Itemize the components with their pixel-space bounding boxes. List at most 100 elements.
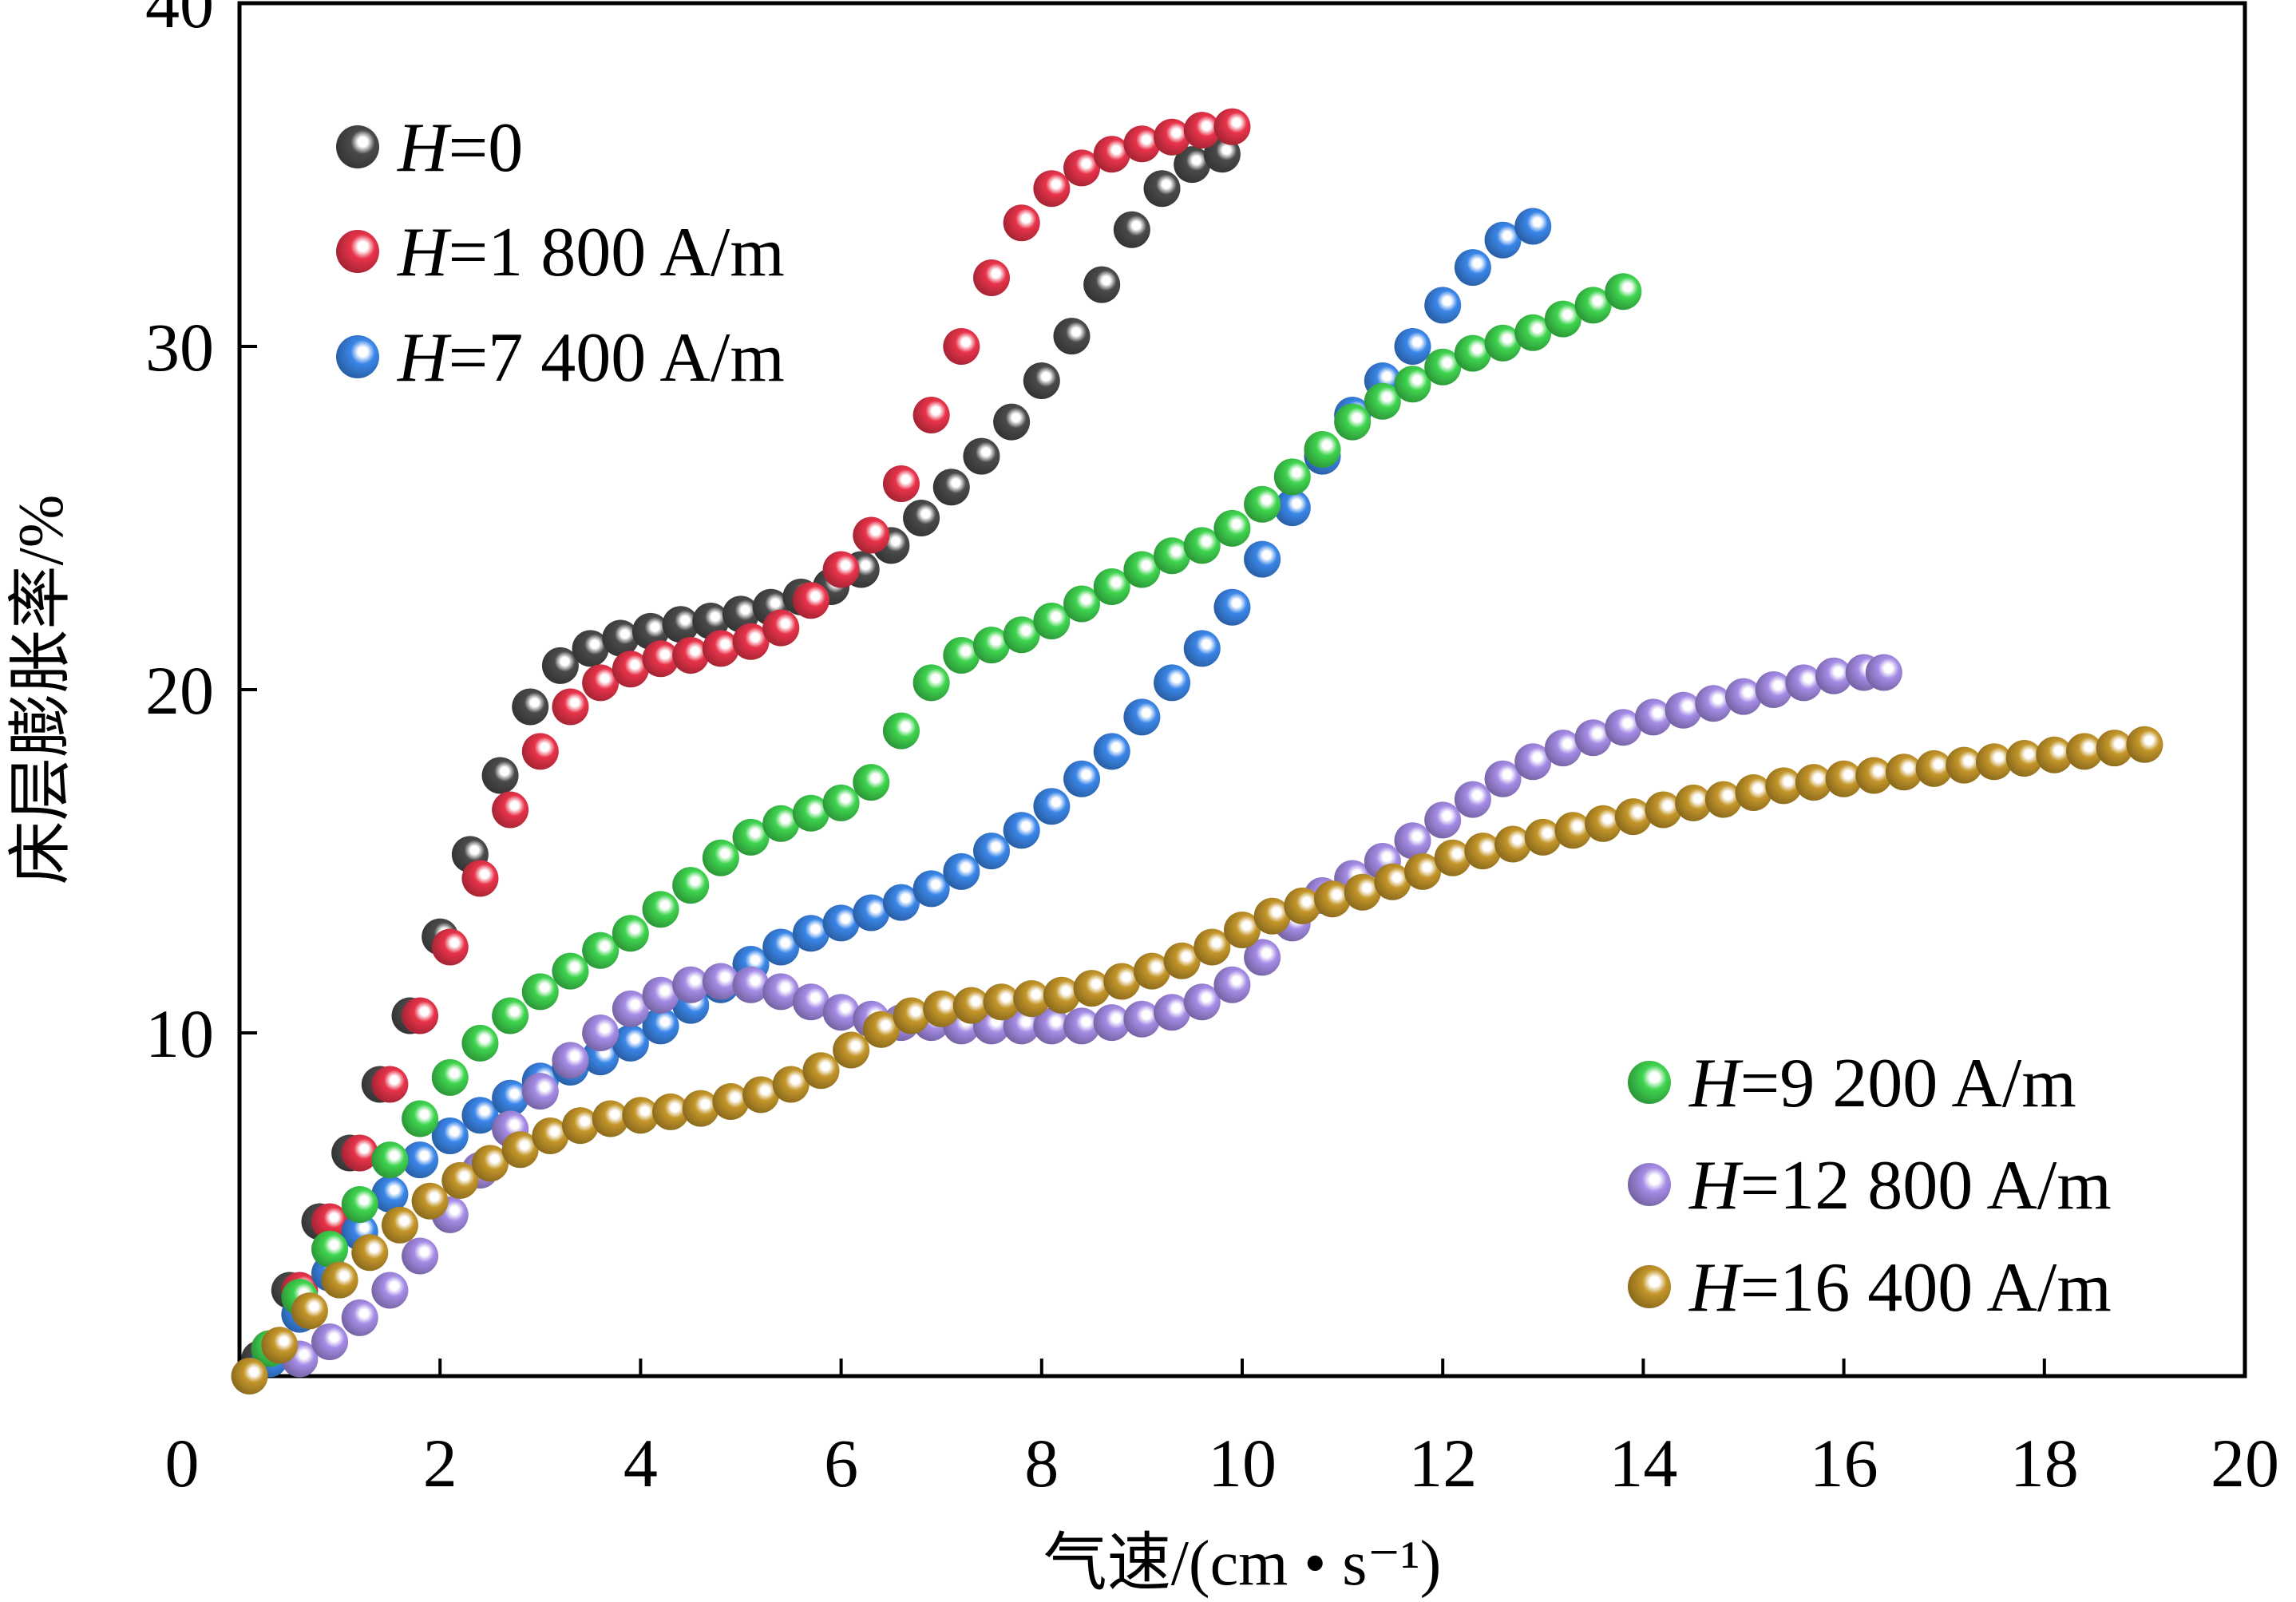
series-2-point [732,623,770,660]
series-5-point [1574,719,1612,757]
series-5-point [612,990,649,1027]
y-axis-label: 床层膨胀率/% [6,495,77,885]
legend-label: H=7 400 A/m [397,319,785,397]
series-3-point [1183,630,1221,667]
series-4-point [973,627,1010,664]
y-tick-label: 40 [145,0,214,42]
series-6-point [742,1076,780,1113]
series-3-point [642,1007,679,1045]
x-tick-label: 2 [423,1425,457,1501]
series-2-point [943,328,980,365]
series-3-point [492,1079,529,1117]
series-4-point [1605,273,1642,311]
series-5-point [792,983,829,1021]
series-6-point [1043,976,1080,1014]
series-5-point [1785,664,1823,702]
series-4-point [1454,334,1491,372]
series-5-point [1514,743,1552,781]
series-4-point [943,637,980,674]
series-2-point [402,997,439,1034]
series-3-point [402,1141,439,1179]
series-6-point [1314,880,1352,918]
series-5-point [1033,1007,1071,1045]
series-4-point [1484,324,1522,362]
series-3-point [912,870,950,908]
series-4-point [1154,537,1191,575]
series-6-point [1224,912,1261,948]
series-6-point [923,990,960,1027]
series-3-point [943,852,980,890]
series-5-point [1695,685,1732,722]
series-6-point [2036,736,2073,773]
series-5-point [1544,730,1581,767]
legend-label: H=16 400 A/m [1688,1249,2112,1327]
series-3-point [461,1097,499,1134]
series-4 [251,273,1642,1367]
series-4-point [431,1058,469,1096]
series-6-point [261,1327,299,1364]
series-6-point [532,1117,569,1154]
series-4-point [702,839,739,876]
series-3-point [1244,540,1281,578]
series-3-point [1063,760,1101,797]
series-2-point [762,609,800,647]
series-6-point [1885,754,1922,791]
series-4-point [582,932,620,969]
series-2-point [1063,149,1101,187]
series-5-point [1634,698,1672,736]
series-3-point [1213,588,1251,626]
series-6-point [802,1052,840,1090]
series-3-point [853,894,890,932]
y-tick-label: 10 [145,995,214,1072]
series-5-point [1815,657,1853,694]
series-6-point [1344,873,1381,911]
x-tick-label: 4 [623,1425,658,1501]
series-5-point [1154,994,1191,1031]
series-6-point [2066,733,2104,770]
series-6-point [712,1083,750,1120]
series-4-point [672,867,710,904]
series-2-point [792,582,829,619]
series-1-point [1023,362,1060,399]
series-4-point [1003,616,1040,654]
series-6-point [381,1206,418,1244]
series-2-point [1123,125,1161,163]
series-5-point [1213,966,1251,1003]
series-4-point [1273,458,1311,496]
series-1-point [1174,146,1211,184]
series-4-point [762,805,800,842]
series-1-point [602,619,639,657]
series-5-point [672,966,710,1003]
series-6-point [1284,887,1321,924]
series-3-point [1154,664,1191,702]
series-2-point [371,1066,409,1103]
legend-marker [1628,1163,1671,1206]
series-4-point [1123,551,1161,588]
series-5-point [1665,691,1702,729]
series-6-point [652,1093,690,1130]
series-1-point [1053,318,1091,355]
series-3-point [882,884,920,921]
series-6-point [1494,825,1532,863]
series-4-point [853,764,890,801]
series-5-point [762,973,800,1011]
series-1-point [481,757,519,794]
series-4-point [1334,403,1372,441]
series-3-point [371,1176,409,1213]
x-tick-label: 8 [1024,1425,1059,1501]
series-5-point [371,1272,409,1309]
x-tick-label: 12 [1408,1425,1477,1501]
series-6-point [1253,897,1291,935]
legend-marker [336,335,379,378]
series-2-point [702,630,739,667]
series-3-point [762,928,800,966]
series-5-point [1865,654,1902,691]
series-4-point [311,1230,349,1268]
series-6-point [1645,791,1682,829]
series-4-point [492,997,529,1034]
series-4-point [1033,603,1071,639]
series-3-point [973,833,1010,870]
series-6-point [562,1107,600,1145]
series-5-point [702,963,739,1000]
